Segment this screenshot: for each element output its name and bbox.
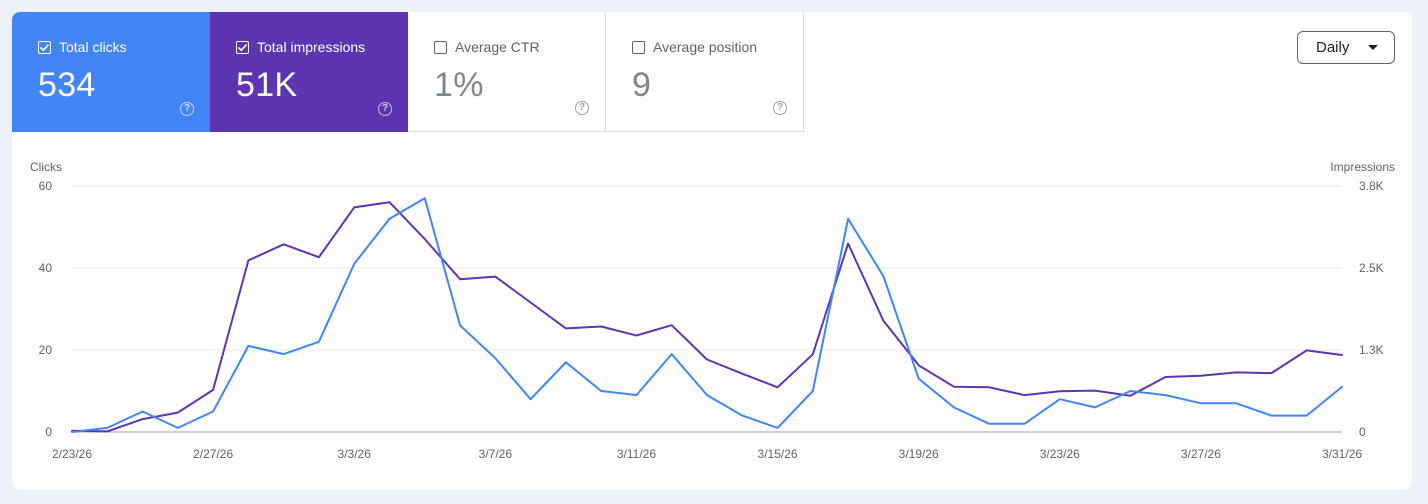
average-ctr-label: Average CTR bbox=[455, 39, 540, 55]
y-left-axis-title: Clicks bbox=[30, 160, 62, 174]
help-icon[interactable]: ? bbox=[378, 102, 392, 116]
tile-total-clicks[interactable]: Total clicks 534 ? bbox=[12, 12, 210, 132]
series-line-impressions bbox=[71, 201, 1343, 433]
y-right-axis-title: Impressions bbox=[1330, 160, 1395, 174]
x-tick-label: 3/27/26 bbox=[1181, 447, 1221, 461]
performance-card: Total clicks 534 ? Total impressions 51K… bbox=[12, 12, 1412, 490]
y-left-tick-label: 60 bbox=[39, 179, 53, 193]
average-ctr-value: 1% bbox=[434, 66, 484, 104]
help-icon[interactable]: ? bbox=[773, 101, 787, 115]
tile-total-impressions[interactable]: Total impressions 51K ? bbox=[210, 12, 408, 132]
caret-down-icon bbox=[1368, 45, 1378, 50]
total-impressions-label: Total impressions bbox=[257, 39, 366, 55]
tile-average-ctr[interactable]: Average CTR 1% ? bbox=[408, 12, 606, 132]
x-tick-label: 3/23/26 bbox=[1040, 447, 1080, 461]
performance-chart: 0 20 40 60 0 1.3K 2.5K 3.8K Clicks Impressions 2/2… bbox=[30, 160, 1395, 461]
y-left-tick-label: 40 bbox=[39, 261, 53, 275]
average-ctr-checkbox-row[interactable]: Average CTR bbox=[434, 39, 540, 55]
x-tick-label: 3/19/26 bbox=[899, 447, 939, 461]
y-right-tick-label: 2.5K bbox=[1359, 261, 1384, 275]
total-clicks-value: 534 bbox=[38, 66, 96, 104]
x-tick-label: 3/15/26 bbox=[758, 447, 798, 461]
average-position-label: Average position bbox=[653, 39, 758, 55]
checkbox-unchecked-icon[interactable] bbox=[632, 40, 645, 54]
x-tick-label: 3/31/26 bbox=[1322, 447, 1362, 461]
total-clicks-checkbox-row[interactable]: Total clicks bbox=[38, 39, 127, 55]
checkbox-unchecked-icon[interactable] bbox=[434, 40, 447, 54]
help-icon[interactable]: ? bbox=[180, 102, 194, 116]
series-line-clicks bbox=[71, 197, 1343, 433]
y-right-tick-label: 0 bbox=[1359, 425, 1366, 439]
granularity-selected-label: Daily bbox=[1316, 39, 1350, 56]
average-position-checkbox-row[interactable]: Average position bbox=[632, 39, 757, 55]
y-right-tick-label: 3.8K bbox=[1359, 179, 1384, 193]
total-impressions-checkbox-row[interactable]: Total impressions bbox=[236, 39, 365, 55]
x-tick-label: 2/23/26 bbox=[52, 447, 92, 461]
y-right-tick-label: 1.3K bbox=[1359, 343, 1384, 357]
average-position-value: 9 bbox=[632, 66, 652, 104]
x-tick-label: 3/7/26 bbox=[479, 447, 513, 461]
granularity-dropdown[interactable]: Daily bbox=[1297, 31, 1395, 64]
y-left-tick-label: 0 bbox=[45, 425, 52, 439]
x-tick-label: 3/3/26 bbox=[338, 447, 372, 461]
x-tick-label: 2/27/26 bbox=[193, 447, 233, 461]
total-clicks-label: Total clicks bbox=[59, 39, 127, 55]
y-left-tick-label: 20 bbox=[39, 343, 53, 357]
help-icon[interactable]: ? bbox=[575, 101, 589, 115]
checkbox-checked-icon[interactable] bbox=[236, 40, 249, 54]
tile-average-position[interactable]: Average position 9 ? bbox=[606, 12, 804, 132]
x-tick-label: 3/11/26 bbox=[617, 447, 656, 461]
total-impressions-value: 51K bbox=[236, 66, 298, 104]
checkbox-checked-icon[interactable] bbox=[38, 40, 51, 54]
